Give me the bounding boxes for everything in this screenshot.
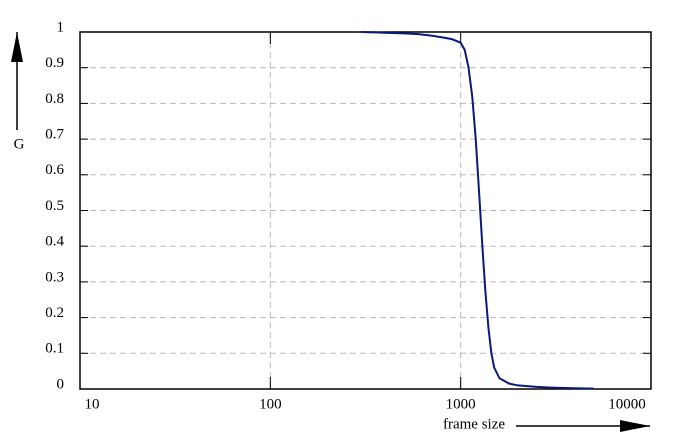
y-tick-label: 0.1 — [45, 341, 64, 357]
y-tick-label: 0.2 — [45, 305, 64, 321]
x-axis-label: frame size — [443, 416, 505, 432]
data-line — [361, 31, 594, 390]
y-tick-label: 0.3 — [45, 269, 64, 285]
y-tick-label: 1 — [57, 19, 65, 35]
x-tick-label: 10000 — [608, 396, 646, 412]
y-axis-label: G — [14, 136, 25, 152]
y-tick-label: 0.7 — [45, 127, 64, 143]
x-tick-label: 100 — [259, 396, 282, 412]
y-tick-label: 0.5 — [45, 198, 64, 214]
y-tick-label: 0.6 — [45, 162, 64, 178]
y-tick-label: 0.8 — [45, 91, 64, 107]
x-tick-label: 10 — [85, 396, 100, 412]
x-tick-label: 1000 — [446, 396, 476, 412]
y-tick-label: 0 — [57, 376, 65, 392]
y-tick-label: 0.9 — [45, 55, 64, 71]
y-tick-label: 0.4 — [45, 234, 64, 250]
